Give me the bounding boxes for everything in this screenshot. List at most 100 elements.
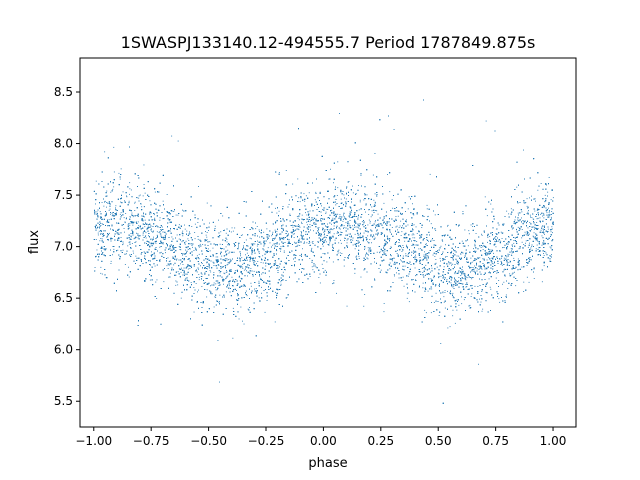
data-point bbox=[182, 209, 183, 211]
data-point bbox=[483, 232, 485, 233]
data-point bbox=[113, 246, 115, 247]
data-point bbox=[215, 289, 217, 291]
data-point bbox=[283, 250, 285, 252]
data-point bbox=[531, 217, 533, 218]
data-point bbox=[222, 278, 224, 280]
data-point bbox=[314, 222, 316, 224]
data-point bbox=[482, 308, 484, 310]
data-point bbox=[521, 237, 523, 239]
data-point bbox=[326, 208, 328, 210]
data-point bbox=[430, 223, 432, 225]
data-point bbox=[292, 224, 293, 226]
data-point bbox=[533, 236, 534, 238]
data-point bbox=[184, 224, 185, 226]
data-point bbox=[302, 248, 303, 250]
data-point bbox=[240, 277, 242, 279]
data-point bbox=[538, 247, 540, 249]
data-point bbox=[159, 217, 161, 219]
data-point bbox=[299, 240, 300, 242]
data-point bbox=[219, 381, 220, 383]
data-point bbox=[376, 251, 378, 253]
data-point bbox=[287, 245, 289, 247]
data-point bbox=[323, 207, 325, 209]
data-point bbox=[285, 262, 286, 264]
data-point bbox=[328, 178, 330, 180]
data-point bbox=[323, 234, 325, 236]
data-point bbox=[334, 239, 336, 241]
data-point bbox=[112, 188, 114, 190]
data-point bbox=[178, 246, 180, 247]
data-point bbox=[333, 280, 335, 281]
data-point bbox=[325, 241, 327, 243]
data-point bbox=[272, 231, 274, 233]
data-point bbox=[525, 202, 527, 203]
data-point bbox=[487, 241, 488, 243]
data-point bbox=[529, 230, 531, 232]
data-point bbox=[129, 224, 131, 226]
data-point bbox=[189, 268, 191, 269]
data-point bbox=[525, 240, 527, 242]
data-point bbox=[442, 291, 444, 293]
data-point bbox=[198, 246, 200, 248]
data-point bbox=[504, 300, 506, 301]
data-point bbox=[523, 281, 525, 283]
data-point bbox=[535, 248, 537, 250]
data-point bbox=[354, 221, 356, 223]
data-point bbox=[414, 250, 416, 252]
data-point bbox=[478, 363, 479, 365]
data-point bbox=[182, 253, 184, 255]
data-point bbox=[263, 241, 265, 243]
data-point bbox=[249, 259, 251, 261]
data-point bbox=[153, 236, 154, 238]
data-point bbox=[344, 240, 345, 241]
data-point bbox=[383, 247, 384, 249]
data-point bbox=[143, 216, 145, 218]
data-point bbox=[300, 231, 302, 232]
data-point bbox=[292, 183, 294, 185]
data-point bbox=[360, 174, 362, 176]
data-point bbox=[195, 283, 197, 284]
data-point bbox=[364, 247, 366, 249]
data-point bbox=[444, 277, 446, 279]
data-point bbox=[427, 256, 429, 257]
data-point bbox=[101, 223, 103, 224]
data-point bbox=[545, 184, 547, 185]
data-point bbox=[423, 255, 425, 257]
data-point bbox=[95, 255, 97, 257]
data-point bbox=[395, 218, 397, 220]
data-point bbox=[474, 250, 476, 252]
data-point bbox=[313, 230, 314, 232]
data-point bbox=[352, 239, 354, 241]
data-point bbox=[349, 217, 351, 218]
data-point bbox=[304, 200, 306, 202]
data-point bbox=[177, 271, 179, 273]
data-point bbox=[144, 231, 146, 232]
data-point bbox=[310, 244, 311, 246]
data-point bbox=[266, 300, 268, 301]
data-point bbox=[202, 244, 204, 245]
data-point bbox=[245, 254, 246, 256]
data-point bbox=[339, 228, 341, 230]
data-point bbox=[437, 250, 438, 251]
data-point bbox=[265, 265, 267, 267]
data-point bbox=[390, 246, 392, 248]
data-point bbox=[197, 238, 199, 240]
data-point bbox=[479, 257, 481, 259]
data-point bbox=[250, 282, 252, 284]
data-point bbox=[172, 247, 174, 248]
data-point bbox=[143, 184, 145, 185]
data-point bbox=[103, 234, 105, 236]
data-point bbox=[124, 200, 125, 202]
data-point bbox=[548, 207, 549, 209]
data-point bbox=[463, 270, 464, 272]
data-point bbox=[412, 279, 414, 280]
data-point bbox=[519, 247, 521, 249]
data-point bbox=[502, 232, 504, 234]
data-point bbox=[549, 215, 551, 217]
data-point bbox=[258, 280, 260, 282]
data-point bbox=[102, 252, 104, 253]
data-point bbox=[359, 234, 361, 236]
data-point bbox=[213, 272, 215, 273]
data-point bbox=[377, 213, 379, 215]
